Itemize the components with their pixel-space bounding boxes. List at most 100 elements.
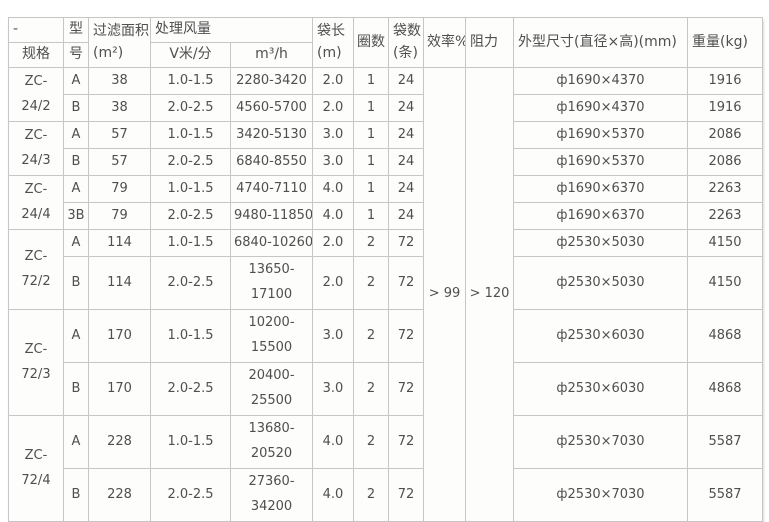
ring-count-cell: 2: [353, 362, 389, 416]
velocity-cell: 2.0-2.5: [150, 362, 231, 416]
header-air-volume: 处理风量: [150, 17, 313, 43]
efficiency-value-cell: > 99: [423, 67, 466, 522]
table-row: B 38 2.0-2.5 4560-5700 2.0 1 24 ф1690×43…: [9, 94, 763, 122]
weight-cell: 1916: [687, 94, 763, 122]
velocity-cell: 1.0-1.5: [150, 229, 231, 257]
model-cell: B: [63, 148, 89, 176]
bag-length-cell: 3.0: [312, 362, 354, 416]
bag-length-cell: 2.0: [312, 256, 354, 310]
ring-count-cell: 2: [353, 415, 389, 469]
area-cell: 57: [88, 121, 151, 149]
bag-count-cell: 24: [388, 121, 424, 149]
table-row: ZC- 24/2 A 38 1.0-1.5 2280-3420 2.0 1 24…: [8, 67, 763, 522]
table-row: 3B 79 2.0-2.5 9480-11850 4.0 1 24 ф1690×…: [9, 202, 763, 230]
area-cell: 228: [88, 468, 151, 522]
table-row: ZC- 24/4 A 79 1.0-1.5 4740-7110 4.0 1 24…: [8, 175, 763, 230]
header-dimensions: 外型尺寸(直径×高)(mm): [513, 17, 688, 68]
flow-cell: 6840-10260: [230, 229, 313, 257]
bag-count-cell: 24: [388, 175, 424, 203]
model-cell: A: [63, 175, 89, 203]
header-model-bottom: 号: [63, 42, 89, 68]
model-cell: B: [63, 468, 89, 522]
weight-cell: 1916: [687, 67, 763, 95]
dimension-cell: ф2530×7030: [513, 415, 688, 469]
header-row-1: - 型 过滤面积 (m²) 处理风量 袋长 (m) 圈数 袋数 (条) 效率% …: [8, 17, 763, 68]
area-cell: 57: [88, 148, 151, 176]
area-cell: 114: [88, 229, 151, 257]
bag-count-cell: 72: [388, 415, 424, 469]
header-efficiency: 效率%: [423, 17, 466, 68]
velocity-cell: 2.0-2.5: [150, 202, 231, 230]
dimension-cell: ф1690×5370: [513, 148, 688, 176]
velocity-cell: 1.0-1.5: [150, 175, 231, 203]
bag-length-cell: 2.0: [312, 229, 354, 257]
spec-table-container: - 型 过滤面积 (m²) 处理风量 袋长 (m) 圈数 袋数 (条) 效率% …: [8, 17, 763, 522]
area-cell: 114: [88, 256, 151, 310]
spec-group-cell: ZC- 72/2: [8, 229, 64, 310]
bag-count-cell: 72: [388, 229, 424, 257]
bag-count-cell: 24: [388, 94, 424, 122]
velocity-cell: 2.0-2.5: [150, 256, 231, 310]
area-cell: 170: [88, 362, 151, 416]
bag-count-cell: 24: [388, 148, 424, 176]
ring-count-cell: 2: [353, 309, 389, 363]
model-cell: A: [63, 229, 89, 257]
bag-length-cell: 4.0: [312, 175, 354, 203]
header-row-2: 规格 号 V米/分 m³/h: [8, 42, 763, 68]
spec-group-cell: ZC- 24/4: [8, 175, 64, 230]
flow-cell: 3420-5130: [230, 121, 313, 149]
model-cell: 3B: [63, 202, 89, 230]
header-filter-area: 过滤面积 (m²): [88, 17, 151, 68]
flow-cell: 10200- 15500: [230, 309, 313, 363]
flow-cell: 27360- 34200: [230, 468, 313, 522]
spec-table: - 型 过滤面积 (m²) 处理风量 袋长 (m) 圈数 袋数 (条) 效率% …: [8, 17, 763, 522]
area-cell: 79: [88, 202, 151, 230]
header-ring-count: 圈数: [353, 17, 389, 68]
bag-count-cell: 72: [388, 468, 424, 522]
bag-length-cell: 4.0: [312, 415, 354, 469]
model-cell: A: [63, 309, 89, 363]
weight-cell: 2086: [687, 121, 763, 149]
weight-cell: 2263: [687, 202, 763, 230]
bag-count-cell: 72: [388, 309, 424, 363]
flow-cell: 6840-8550: [230, 148, 313, 176]
dimension-cell: ф2530×5030: [513, 229, 688, 257]
header-spec: 规格: [8, 42, 64, 68]
dimension-cell: ф1690×4370: [513, 94, 688, 122]
velocity-cell: 1.0-1.5: [150, 309, 231, 363]
flow-cell: 20400- 25500: [230, 362, 313, 416]
bag-length-cell: 4.0: [312, 468, 354, 522]
ring-count-cell: 2: [353, 468, 389, 522]
bag-length-cell: 3.0: [312, 148, 354, 176]
weight-cell: 4868: [687, 309, 763, 363]
spec-group-cell: ZC- 24/3: [8, 121, 64, 176]
table-row: ZC- 72/4 A 228 1.0-1.5 13680- 20520 4.0 …: [8, 415, 763, 522]
header-bag-length: 袋长 (m): [312, 17, 354, 68]
table-row: ZC- 24/3 A 57 1.0-1.5 3420-5130 3.0 1 24…: [8, 121, 763, 176]
header-velocity: V米/分: [150, 42, 231, 68]
area-cell: 38: [88, 94, 151, 122]
flow-cell: 13650- 17100: [230, 256, 313, 310]
dimension-cell: ф1690×5370: [513, 121, 688, 149]
table-row: B 228 2.0-2.5 27360- 34200 4.0 2 72 ф253…: [9, 468, 763, 522]
dimension-cell: ф2530×5030: [513, 256, 688, 310]
ring-count-cell: 1: [353, 67, 389, 95]
header-dash: -: [8, 17, 64, 43]
header-weight: 重量(kg): [687, 17, 763, 68]
dimension-cell: ф2530×6030: [513, 362, 688, 416]
ring-count-cell: 1: [353, 148, 389, 176]
bag-count-cell: 72: [388, 362, 424, 416]
bag-length-cell: 3.0: [312, 309, 354, 363]
area-cell: 170: [88, 309, 151, 363]
velocity-cell: 2.0-2.5: [150, 468, 231, 522]
bag-length-cell: 2.0: [312, 67, 354, 95]
model-cell: B: [63, 256, 89, 310]
bag-count-cell: 24: [388, 202, 424, 230]
area-cell: 228: [88, 415, 151, 469]
model-cell: A: [63, 67, 89, 95]
weight-cell: 5587: [687, 468, 763, 522]
model-cell: A: [63, 121, 89, 149]
bag-count-cell: 24: [388, 67, 424, 95]
ring-count-cell: 1: [353, 94, 389, 122]
table-row: ZC- 72/3 A 170 1.0-1.5 10200- 15500 3.0 …: [8, 309, 763, 416]
